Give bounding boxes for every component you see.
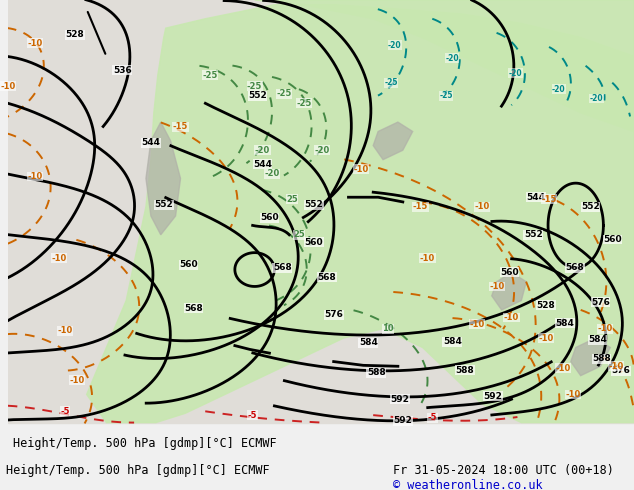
Text: 544: 544 bbox=[253, 160, 272, 169]
Text: 584: 584 bbox=[588, 336, 607, 344]
Text: -10: -10 bbox=[565, 390, 580, 399]
Text: -15: -15 bbox=[413, 202, 429, 211]
Text: 592: 592 bbox=[393, 416, 412, 425]
Text: -5: -5 bbox=[428, 414, 437, 422]
Text: -10: -10 bbox=[354, 165, 369, 173]
Text: 25: 25 bbox=[293, 230, 305, 239]
Text: -20: -20 bbox=[446, 54, 459, 63]
Text: 10: 10 bbox=[382, 324, 394, 333]
Text: -5: -5 bbox=[60, 407, 70, 416]
Text: -15: -15 bbox=[541, 195, 557, 204]
Text: -10: -10 bbox=[28, 172, 43, 181]
Text: -20: -20 bbox=[255, 146, 270, 155]
Text: 528: 528 bbox=[65, 30, 84, 39]
Text: -25: -25 bbox=[296, 99, 312, 108]
Text: 25: 25 bbox=[287, 195, 298, 204]
Text: -10: -10 bbox=[489, 282, 504, 291]
Text: -5: -5 bbox=[248, 411, 257, 419]
Text: 552: 552 bbox=[154, 200, 173, 209]
Text: 568: 568 bbox=[566, 263, 584, 272]
Text: 568: 568 bbox=[184, 303, 203, 313]
Polygon shape bbox=[373, 122, 413, 160]
Text: 560: 560 bbox=[304, 238, 323, 247]
Text: -15: -15 bbox=[173, 122, 188, 131]
Text: 584: 584 bbox=[443, 337, 462, 346]
Text: -10: -10 bbox=[474, 202, 489, 211]
Text: -25: -25 bbox=[439, 91, 453, 100]
Text: 544: 544 bbox=[527, 193, 546, 202]
Text: -10: -10 bbox=[504, 313, 519, 322]
Text: -10: -10 bbox=[51, 254, 67, 263]
Polygon shape bbox=[571, 338, 611, 376]
Text: 568: 568 bbox=[273, 263, 292, 272]
Text: -10: -10 bbox=[0, 82, 15, 91]
Text: -20: -20 bbox=[508, 69, 522, 78]
Text: Height/Temp. 500 hPa [gdmp][°C] ECMWF: Height/Temp. 500 hPa [gdmp][°C] ECMWF bbox=[13, 437, 276, 450]
Text: © weatheronline.co.uk: © weatheronline.co.uk bbox=[393, 479, 543, 490]
Text: 528: 528 bbox=[537, 301, 555, 310]
Text: 560: 560 bbox=[260, 213, 279, 222]
Text: 544: 544 bbox=[141, 138, 160, 147]
Text: 560: 560 bbox=[179, 260, 198, 270]
Text: 552: 552 bbox=[304, 200, 323, 209]
Text: -10: -10 bbox=[69, 376, 84, 385]
Text: 584: 584 bbox=[555, 318, 574, 328]
Polygon shape bbox=[255, 0, 634, 131]
Text: -10: -10 bbox=[420, 254, 435, 263]
Text: -25: -25 bbox=[276, 89, 292, 98]
Text: -25: -25 bbox=[202, 71, 218, 80]
Text: 592: 592 bbox=[483, 392, 502, 401]
Text: 552: 552 bbox=[524, 230, 543, 239]
Text: -25: -25 bbox=[247, 82, 262, 91]
Text: 560: 560 bbox=[500, 268, 519, 277]
Text: 560: 560 bbox=[603, 235, 621, 244]
Text: -10: -10 bbox=[28, 39, 43, 48]
Polygon shape bbox=[146, 122, 181, 235]
Text: 568: 568 bbox=[318, 272, 336, 282]
Text: -10: -10 bbox=[469, 319, 484, 328]
Text: 552: 552 bbox=[248, 91, 267, 100]
Text: -20: -20 bbox=[314, 146, 330, 155]
Text: 576: 576 bbox=[612, 367, 631, 375]
Text: 576: 576 bbox=[591, 298, 610, 307]
Polygon shape bbox=[87, 5, 634, 422]
Polygon shape bbox=[492, 272, 526, 310]
Text: -10: -10 bbox=[598, 324, 613, 333]
Text: -10: -10 bbox=[609, 362, 624, 371]
Text: 588: 588 bbox=[592, 354, 611, 363]
Text: -10: -10 bbox=[57, 326, 72, 335]
Text: 536: 536 bbox=[113, 66, 132, 75]
Text: 584: 584 bbox=[359, 338, 378, 347]
Text: Fr 31-05-2024 18:00 UTC (00+18): Fr 31-05-2024 18:00 UTC (00+18) bbox=[393, 464, 614, 477]
Text: 576: 576 bbox=[324, 310, 343, 319]
Text: Height/Temp. 500 hPa [gdmp][°C] ECMWF: Height/Temp. 500 hPa [gdmp][°C] ECMWF bbox=[6, 464, 270, 477]
Text: -20: -20 bbox=[552, 85, 566, 94]
Text: 588: 588 bbox=[366, 368, 385, 377]
Text: -20: -20 bbox=[388, 41, 402, 49]
Text: -20: -20 bbox=[265, 169, 280, 178]
Text: 552: 552 bbox=[581, 202, 600, 211]
Text: -20: -20 bbox=[590, 94, 604, 103]
Text: -10: -10 bbox=[555, 364, 571, 373]
Text: -10: -10 bbox=[538, 334, 553, 343]
Text: 592: 592 bbox=[391, 394, 410, 404]
Text: -25: -25 bbox=[384, 78, 398, 87]
Text: 588: 588 bbox=[456, 366, 474, 374]
